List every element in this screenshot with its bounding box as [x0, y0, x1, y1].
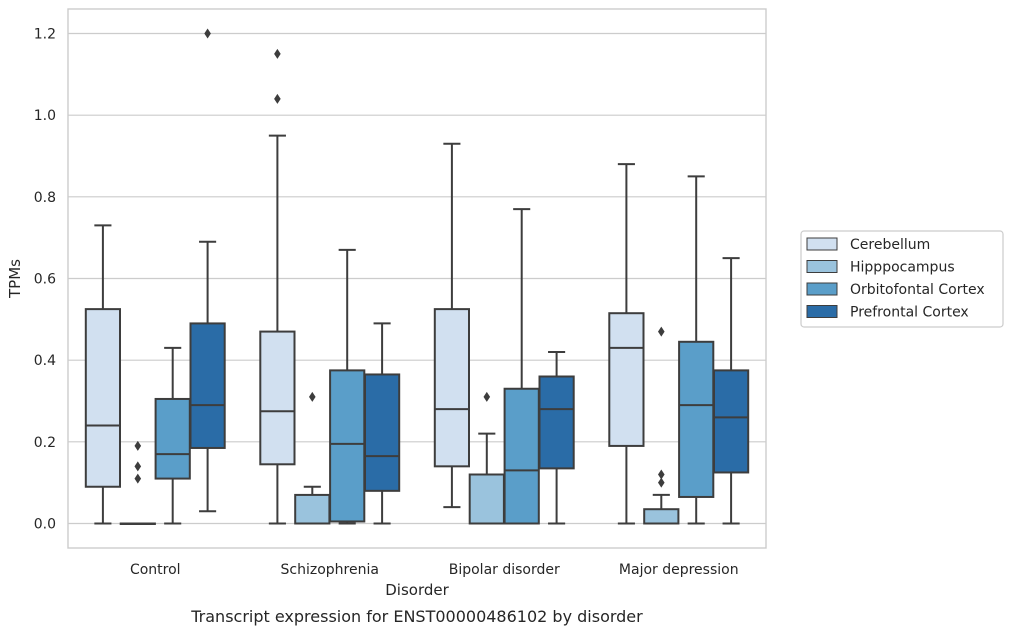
outlier-point [483, 391, 491, 402]
box-iqr [538, 375, 575, 470]
legend-swatch [806, 282, 838, 296]
box-iqr [294, 493, 331, 525]
legend-entry: Cerebellum [806, 237, 930, 253]
x-tick-label: Schizophrenia [281, 562, 379, 578]
box-2-0 [154, 346, 191, 525]
x-tick-label: Bipolar disorder [449, 562, 560, 578]
y-tick-label: 0.4 [34, 353, 56, 369]
box-3-3 [712, 257, 750, 525]
x-axis-label: Disorder [385, 581, 449, 599]
y-tick-label: 0.8 [34, 190, 56, 206]
plot-frame [67, 8, 767, 549]
box-3-0 [189, 28, 226, 513]
y-axis-label: TPMs [6, 259, 24, 299]
box-iqr [712, 369, 750, 474]
box-iqr [329, 369, 366, 523]
box-iqr [643, 508, 680, 525]
x-tick-labels: Control Schizophrenia Bipolar disorder Majo… [130, 562, 739, 578]
box-0-3 [608, 163, 645, 525]
figure-caption: Transcript expression for ENST0000048610… [190, 607, 643, 626]
box-iqr [503, 387, 540, 525]
x-tick-label: Control [130, 562, 181, 578]
box-2-1 [329, 248, 366, 525]
legend-frame [800, 230, 1004, 328]
legend: Cerebellum Hipppocampus Orbitofontal Corte… [800, 230, 1004, 328]
outlier-point [204, 28, 211, 39]
box-1-0 [119, 440, 156, 525]
legend-swatch [806, 260, 838, 273]
box-0-1 [259, 48, 296, 525]
x-tick-label: Major depression [619, 562, 739, 578]
outlier-point [134, 461, 142, 472]
box-iqr [84, 308, 122, 488]
legend-label: Cerebellum [850, 237, 930, 253]
boxes [84, 28, 750, 525]
box-1-2 [468, 391, 505, 525]
box-0-2 [433, 142, 471, 509]
box-2-3 [678, 175, 715, 525]
legend-label: Prefrontal Cortex [850, 305, 969, 321]
y-tick-labels: 0.0 0.2 0.4 0.6 0.8 1.0 1.2 [34, 27, 56, 533]
y-tick-label: 0.2 [34, 435, 56, 451]
y-tick-label: 1.0 [34, 108, 56, 124]
outlier-point [658, 326, 665, 337]
outlier-point [134, 440, 142, 451]
outlier-point [134, 473, 142, 484]
box-iqr [154, 397, 191, 480]
legend-label: Hipppocampus [850, 260, 955, 276]
outlier-point [658, 469, 665, 480]
box-iqr [259, 330, 296, 466]
legend-entry: Orbitofontal Cortex [806, 282, 985, 298]
outlier-point [274, 93, 281, 104]
box-iqr [363, 373, 401, 492]
outlier-point [274, 48, 281, 59]
outlier-point [309, 391, 316, 402]
outlier-point [658, 477, 665, 488]
box-iqr [468, 473, 505, 525]
box-1-1 [294, 391, 331, 525]
legend-swatch [806, 237, 838, 251]
y-tick-label: 0.6 [34, 272, 56, 288]
legend-entry: Prefrontal Cortex [806, 305, 969, 321]
box-1-3 [643, 326, 680, 525]
box-3-2 [538, 351, 575, 525]
box-iqr [608, 312, 645, 447]
box-iqr [678, 340, 715, 498]
box-iqr [189, 322, 226, 449]
box-0-0 [84, 224, 122, 525]
box-2-2 [503, 208, 540, 525]
y-tick-label: 1.2 [34, 27, 56, 43]
y-tick-label: 0.0 [34, 517, 56, 533]
legend-entry: Hipppocampus [806, 260, 955, 276]
legend-label: Orbitofontal Cortex [850, 282, 985, 298]
box-3-1 [363, 322, 401, 525]
box-iqr [433, 308, 471, 468]
legend-swatch [806, 305, 838, 318]
